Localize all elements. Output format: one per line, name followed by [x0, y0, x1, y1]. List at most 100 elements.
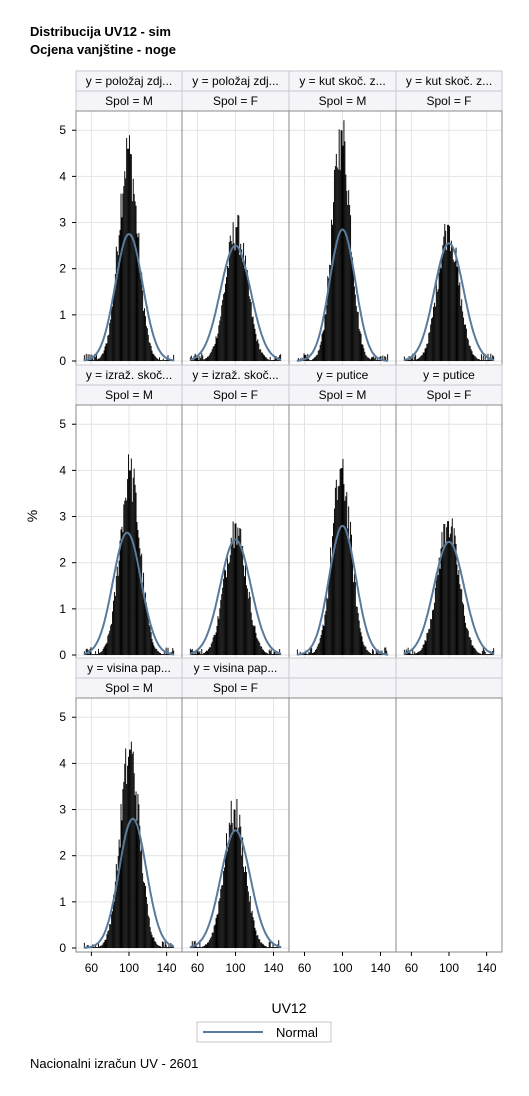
x-tick-label: 100 [332, 961, 352, 975]
histogram-bar [116, 566, 118, 655]
histogram-bar [444, 524, 446, 655]
histogram-bar [317, 644, 319, 655]
histogram-bar [119, 540, 121, 655]
histogram-bar [201, 947, 203, 948]
histogram-bar [90, 360, 92, 361]
histogram-bar [136, 522, 138, 655]
histogram-bar [231, 544, 233, 655]
histogram-bar [414, 651, 416, 655]
histogram-bar [215, 917, 217, 948]
histogram-bar [100, 355, 102, 361]
histogram-bar [199, 651, 201, 655]
histogram-bar [130, 154, 132, 361]
histogram-bar [163, 652, 165, 655]
histogram-bar [97, 942, 99, 948]
histogram-bar [101, 353, 103, 361]
x-tick-label: 100 [119, 961, 139, 975]
histogram-bar [342, 145, 344, 361]
panel-header-spol-label: Spol = M [105, 388, 153, 402]
panel-header-y [395, 657, 503, 679]
histogram-bar [123, 504, 125, 655]
histogram-bar [152, 642, 154, 655]
histogram-bar [251, 910, 253, 948]
histogram-bar [440, 548, 442, 655]
histogram-bar [199, 356, 201, 361]
histogram-bar [314, 356, 316, 361]
histogram-bar [196, 649, 198, 655]
histogram-bar [150, 931, 152, 948]
histogram-bar [117, 255, 119, 361]
histogram-bar [209, 938, 211, 948]
histogram-bar [211, 932, 213, 948]
histogram-bar [141, 844, 143, 948]
histogram-bar [87, 354, 89, 361]
panel-header-y-label: y = kut skoč. z... [406, 74, 492, 88]
histogram-bar [363, 348, 365, 361]
histogram-bar [316, 354, 318, 361]
histogram-bar [218, 901, 220, 948]
y-tick-label: 0 [59, 941, 66, 955]
histogram-bar [418, 357, 420, 361]
histogram-bar [222, 587, 224, 655]
histogram-bar [425, 347, 427, 361]
histogram-bar [349, 539, 351, 655]
histogram-bar [204, 652, 206, 655]
chart-title: Distribucija UV12 - sim [30, 24, 171, 39]
histogram-bar [126, 500, 128, 655]
histogram-bar [212, 932, 214, 948]
histogram-bar [210, 936, 212, 948]
histogram-bar [238, 535, 240, 655]
histogram-bar [116, 251, 118, 361]
histogram-bar [321, 333, 323, 361]
histogram-bar [276, 651, 278, 655]
histogram-bar [254, 328, 256, 361]
histogram-bar [449, 226, 450, 361]
histogram-bar [249, 896, 251, 948]
histogram-bar [115, 863, 117, 948]
histogram-bar [231, 244, 233, 361]
histogram-bar [101, 650, 103, 655]
histogram-bar [265, 946, 267, 948]
histogram-bar [239, 528, 241, 655]
histogram-bar [214, 924, 216, 948]
histogram-bar [91, 654, 93, 655]
histogram-bar [249, 299, 251, 361]
y-tick-label: 4 [59, 169, 66, 183]
histogram-bar [223, 294, 225, 361]
histogram-bar [245, 255, 246, 361]
histogram-bar [232, 830, 234, 948]
histogram-bar [362, 344, 364, 361]
histogram-bar [163, 947, 165, 948]
histogram-bar [200, 654, 202, 655]
histogram-bar [165, 944, 167, 948]
histogram-bar [135, 492, 137, 655]
histogram-bar [322, 624, 324, 655]
histogram-bar [470, 639, 472, 655]
histogram-bar [130, 458, 132, 655]
histogram-bar [340, 468, 342, 655]
histogram-bar [410, 654, 412, 655]
histogram-bar [279, 649, 281, 655]
histogram-bar [239, 254, 241, 361]
panel-header-y-label: y = visina pap... [87, 661, 171, 675]
histogram-bar [97, 648, 99, 655]
histogram-bar [371, 649, 373, 655]
histogram-bar [219, 320, 221, 361]
histogram-bar [153, 645, 155, 655]
histogram-bar [196, 357, 198, 361]
histogram-bar [259, 939, 261, 948]
histogram-bar [493, 648, 495, 655]
histogram-bar [125, 748, 127, 948]
histogram-bar [127, 479, 129, 655]
histogram-bar [351, 252, 352, 361]
histogram-bar [157, 650, 159, 655]
histogram-bar [258, 343, 260, 361]
histogram-bar [207, 942, 209, 948]
histogram-bar [413, 360, 415, 361]
histogram-bar [466, 337, 468, 361]
histogram-bar [118, 235, 120, 361]
histogram-bar [167, 947, 169, 948]
histogram-bar [344, 141, 346, 361]
histogram-bar [99, 945, 101, 948]
histogram-bar [144, 596, 145, 655]
